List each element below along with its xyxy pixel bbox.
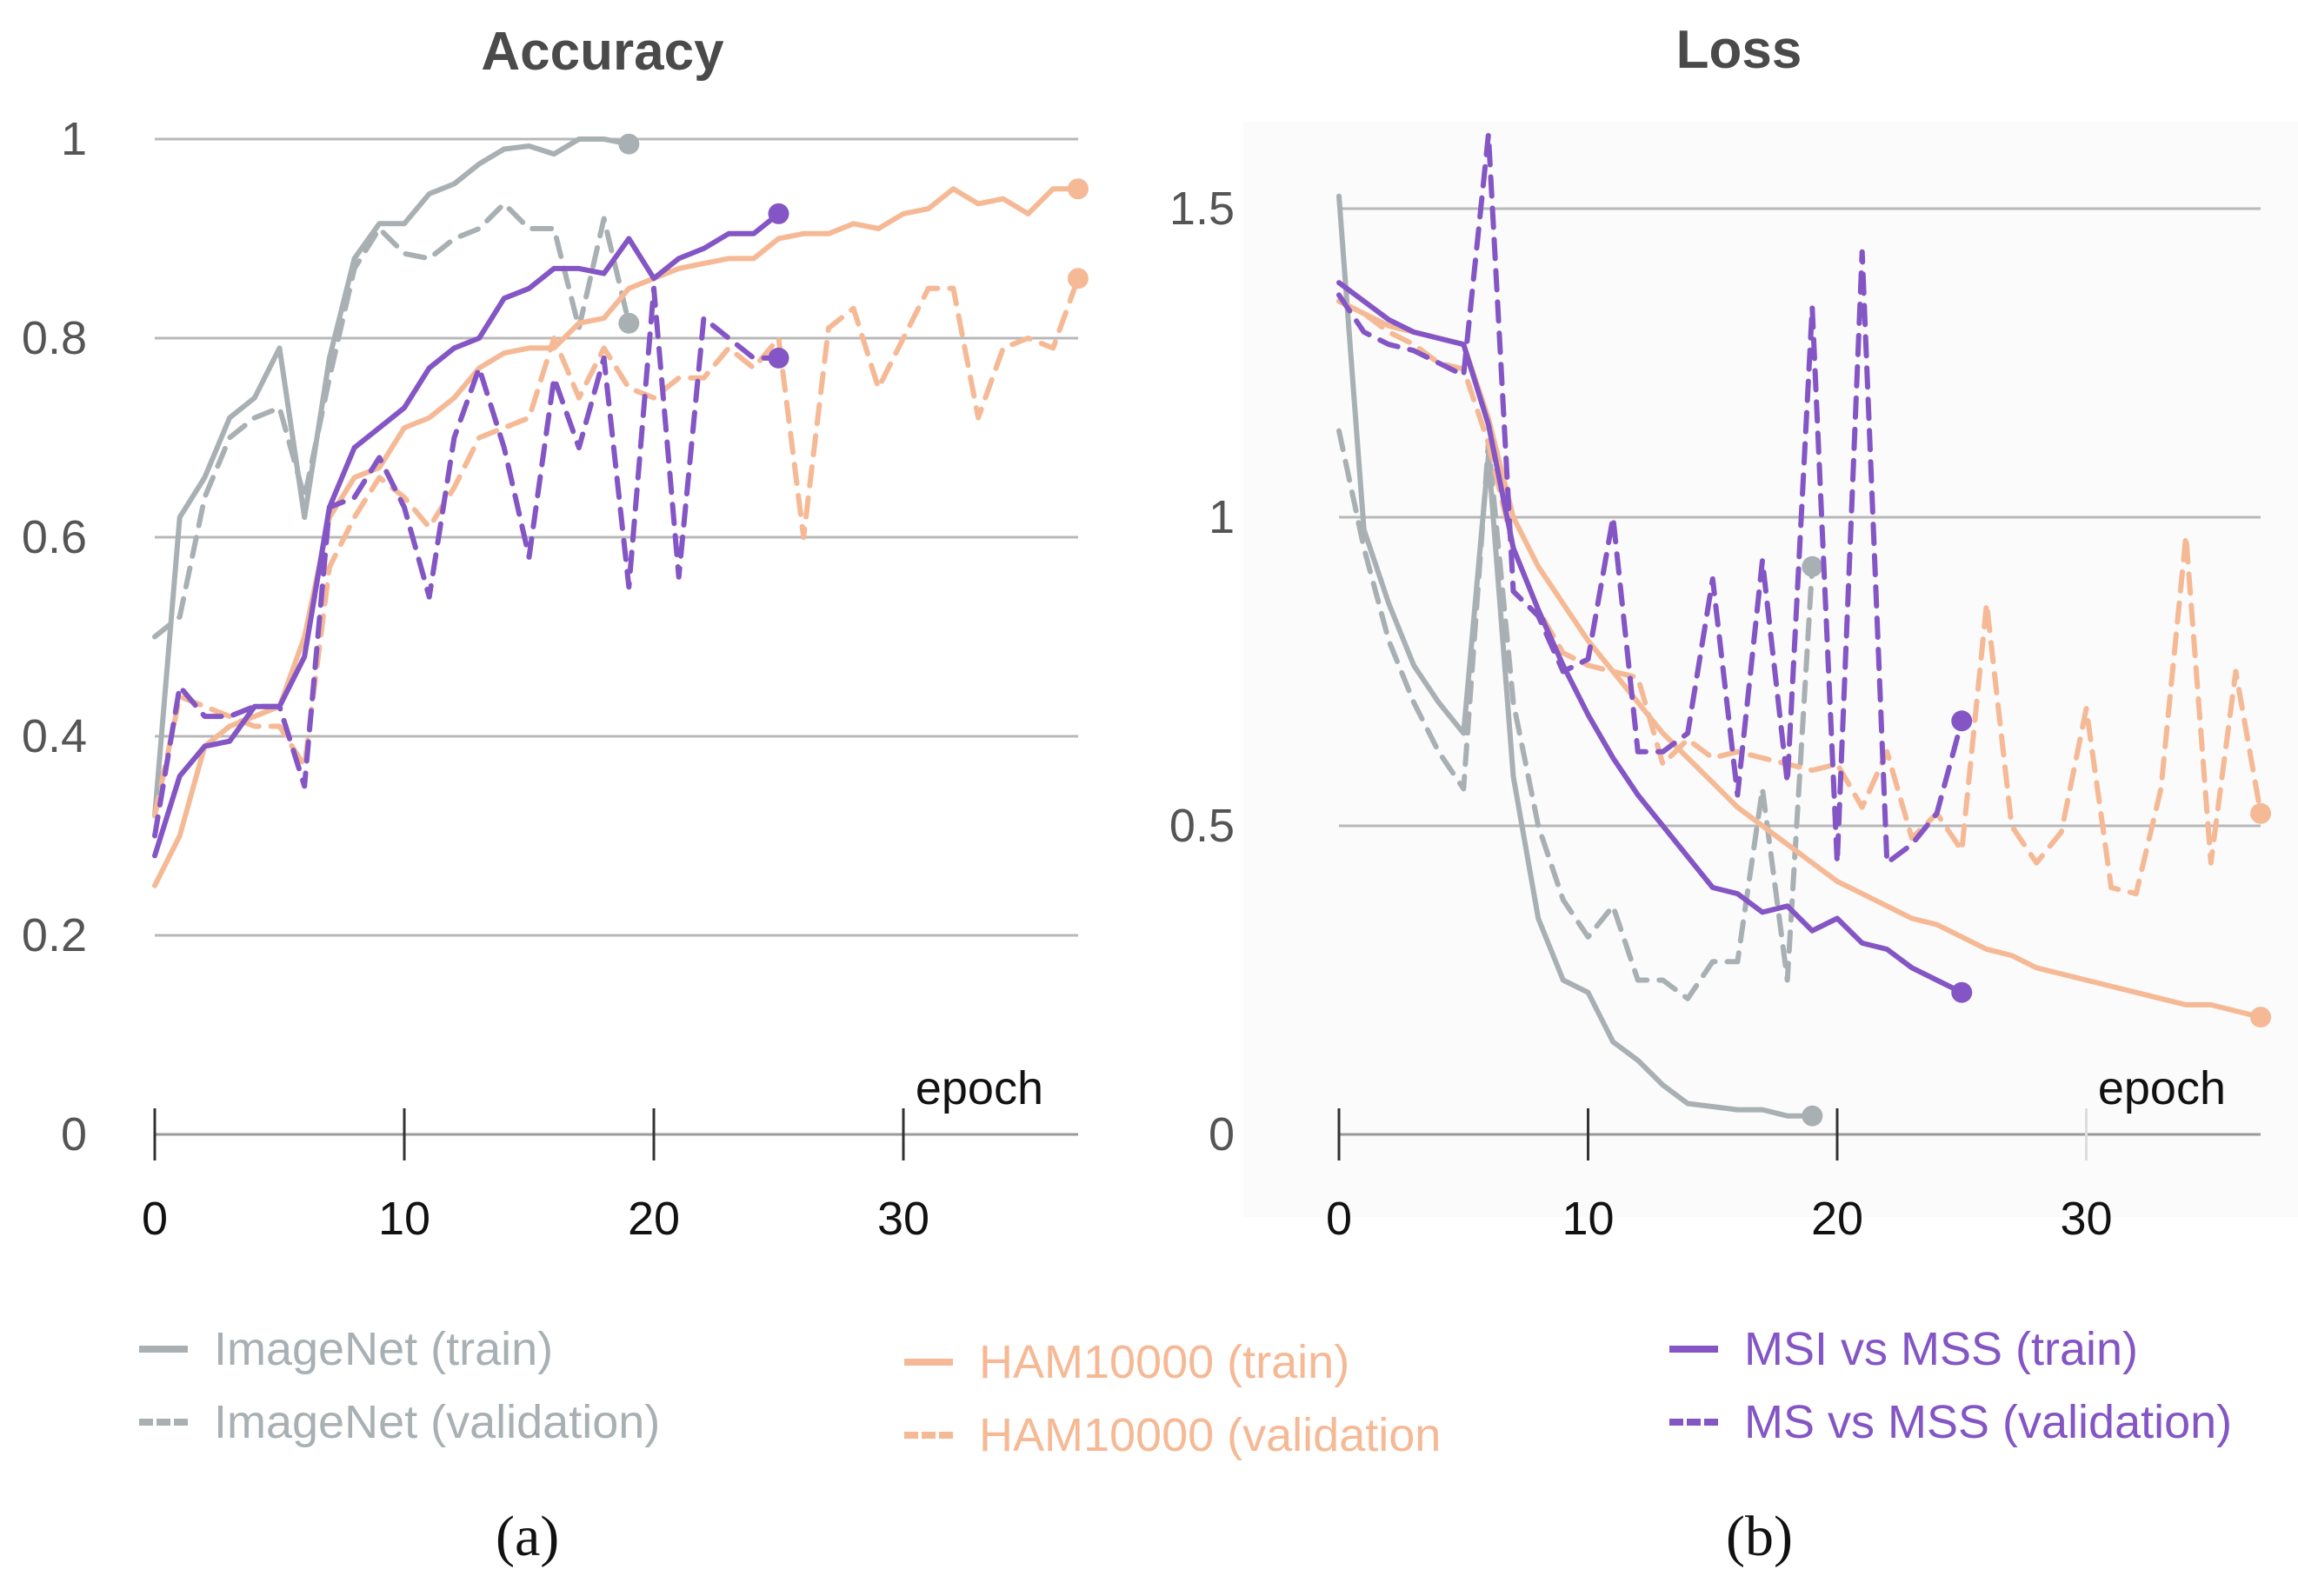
series-end-point (1067, 268, 1089, 289)
x-tick-label: 0 (1326, 1193, 1352, 1245)
legend-label: ImageNet (train) (214, 1323, 554, 1375)
series-line (1336, 428, 1815, 1001)
caption-a: (a) (496, 1505, 560, 1568)
legend-swatch (1669, 1346, 1718, 1353)
chart-title: Accuracy (481, 22, 724, 82)
series-end-point (768, 203, 789, 224)
x-tick-label: 10 (378, 1193, 430, 1245)
series-end-point (1951, 981, 1973, 1003)
series-end-point (1802, 1105, 1823, 1127)
series-end-point (1951, 710, 1973, 732)
legend-label: MS vs MSS (validation) (1744, 1396, 2233, 1448)
series-line (1336, 298, 2264, 897)
legend-swatch (904, 1359, 953, 1366)
legend-swatch (1669, 1419, 1718, 1426)
y-tick-label: 1 (61, 113, 87, 165)
series-line (1336, 193, 1815, 1119)
series-line (152, 285, 782, 839)
legend-item: ImageNet (validation) (139, 1386, 660, 1459)
series-end-point (2250, 802, 2272, 824)
y-tick-label: 0.4 (22, 710, 87, 762)
legend-item: HAM10000 (train) (904, 1326, 1441, 1399)
x-tick-label: 20 (628, 1193, 680, 1245)
y-tick-label: 0.5 (1169, 800, 1235, 852)
panel-b-plot-area (1243, 122, 2298, 1217)
legend-item: HAM10000 (validation (904, 1399, 1441, 1472)
series-line (152, 210, 782, 859)
legend-item: MS vs MSS (validation) (1669, 1386, 2232, 1459)
legend-swatch (139, 1419, 188, 1426)
panel-a-background (0, 0, 1165, 1226)
y-tick-label: 0.2 (22, 909, 87, 961)
y-tick-label: 0.6 (22, 511, 87, 563)
legend-label: ImageNet (validation) (214, 1396, 661, 1448)
x-tick-label: 20 (1811, 1193, 1863, 1245)
series-line (1336, 280, 1965, 995)
y-tick-label: 0.8 (22, 312, 87, 364)
legend-msi: MSI vs MSS (train) MS vs MSS (validation… (1669, 1313, 2232, 1459)
legend-imagenet: ImageNet (train) ImageNet (validation) (139, 1313, 660, 1459)
legend-label: MSI vs MSS (train) (1744, 1323, 2139, 1375)
series-end-point (618, 312, 640, 334)
x-tick-label: 10 (1562, 1193, 1614, 1245)
legend-label: HAM10000 (validation (979, 1409, 1442, 1461)
legend-ham10000: HAM10000 (train) HAM10000 (validation (904, 1326, 1441, 1472)
legend-label: HAM10000 (train) (979, 1336, 1350, 1388)
series-line (152, 136, 632, 819)
series-end-point (1802, 555, 1823, 577)
legend-swatch (904, 1432, 953, 1439)
legend-item: MSI vs MSS (train) (1669, 1313, 2232, 1386)
x-tick-label: 0 (142, 1193, 168, 1245)
x-tick-label: 30 (2060, 1193, 2112, 1245)
legend-item: ImageNet (train) (139, 1313, 660, 1386)
loss-chart: Loss 0 0.5 1 1.5 0 10 20 30 epoch (1169, 20, 2272, 1245)
series-end-point (1067, 178, 1089, 200)
caption-b: (b) (1726, 1505, 1793, 1568)
series-line (152, 276, 1081, 819)
x-axis-label: epoch (2098, 1062, 2226, 1114)
y-tick-label: 1.5 (1169, 183, 1235, 235)
series-end-point (618, 133, 640, 155)
chart-title: Loss (1676, 20, 1802, 80)
y-tick-label: 1 (1209, 491, 1235, 543)
y-tick-label: 0 (61, 1108, 87, 1160)
x-tick-label: 30 (877, 1193, 929, 1245)
y-tick-label: 0 (1209, 1108, 1235, 1160)
series-line (152, 201, 632, 640)
series-end-point (2250, 1007, 2272, 1028)
legend-swatch (139, 1346, 188, 1353)
x-axis-label: epoch (916, 1062, 1043, 1114)
series-end-point (768, 347, 789, 369)
series-line (1336, 131, 1965, 866)
